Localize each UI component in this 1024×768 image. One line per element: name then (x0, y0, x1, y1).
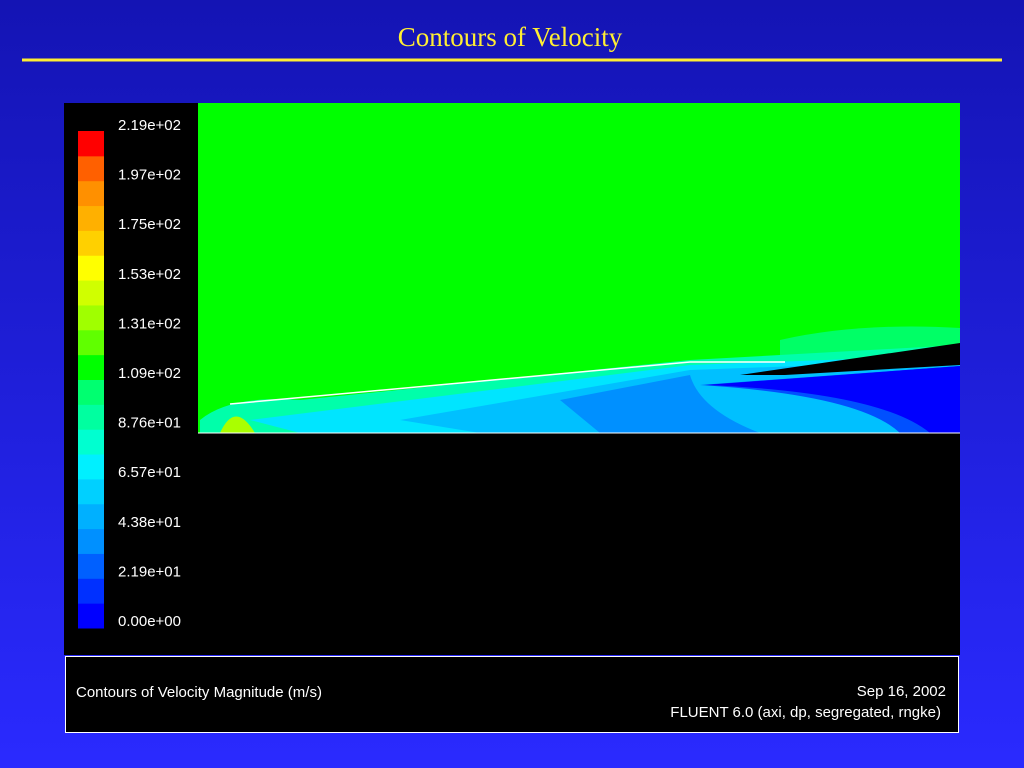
colorbar-band (78, 603, 104, 629)
colorbar-band (78, 528, 104, 554)
colorbar-band (78, 503, 104, 530)
colorbar-label: 0.00e+00 (118, 613, 181, 630)
colorbar-band (78, 304, 104, 331)
colorbar-label: 8.76e+01 (118, 415, 181, 432)
colorbar-band (78, 255, 104, 281)
footer-caption: Contours of Velocity Magnitude (m/s) (76, 684, 322, 701)
colorbar-label: 2.19e+02 (118, 117, 181, 134)
footer-box (65, 656, 959, 733)
colorbar-band (78, 230, 104, 256)
colorbar-band (78, 329, 104, 356)
colorbar-label: 1.31e+02 (118, 315, 181, 332)
colorbar-band (78, 379, 104, 405)
colorbar-band (78, 454, 104, 480)
colorbar-band (78, 180, 104, 207)
slide-title: Contours of Velocity (398, 22, 623, 52)
colorbar-label: 1.75e+02 (118, 216, 181, 233)
colorbar-band (78, 354, 104, 380)
colorbar-band (78, 553, 104, 579)
contour-band (705, 366, 960, 433)
contour-band (560, 375, 760, 433)
contour-field (198, 103, 960, 434)
colorbar-label: 6.57e+01 (118, 464, 181, 481)
colorbar-label: 1.97e+02 (118, 167, 181, 184)
colorbar-band (78, 131, 104, 157)
colorbar-band (78, 404, 104, 430)
colorbar-label: 4.38e+01 (118, 514, 181, 531)
colorbar-label: 1.09e+02 (118, 365, 181, 382)
plate (229, 361, 785, 405)
colorbar-label: 2.19e+01 (118, 563, 181, 580)
colorbar-band (78, 205, 104, 231)
colorbar: 2.19e+02 1.97e+02 1.75e+02 1.53e+02 1.31e+02… (78, 117, 181, 630)
footer-date: Sep 16, 2002 (857, 683, 946, 700)
colorbar-band (78, 280, 104, 306)
colorbar-band (78, 155, 104, 182)
footer-solver: FLUENT 6.0 (axi, dp, segregated, rngke) (670, 704, 941, 721)
colorbar-label: 1.53e+02 (118, 266, 181, 283)
colorbar-band (78, 578, 104, 604)
colorbar-band (78, 429, 104, 455)
contour-band (220, 416, 255, 433)
colorbar-band (78, 478, 104, 505)
solid-wedge (740, 343, 960, 375)
